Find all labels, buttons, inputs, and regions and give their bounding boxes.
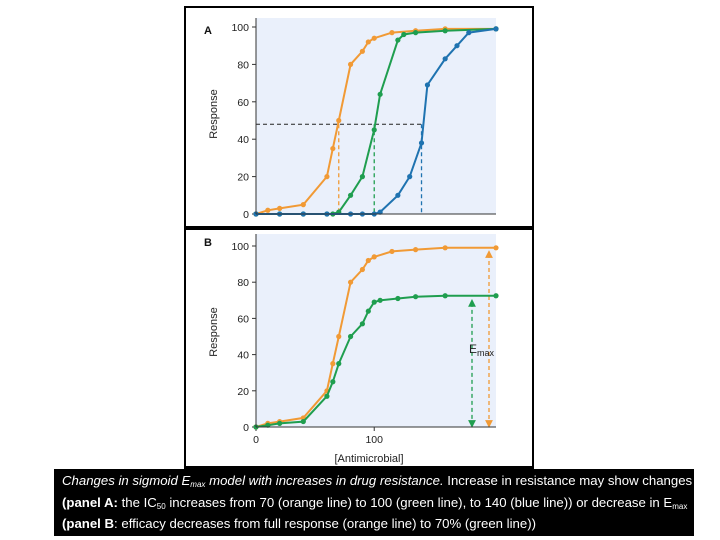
data-point-green [377, 91, 383, 97]
data-point-green [330, 379, 336, 385]
panel-a-label: A [204, 25, 212, 37]
data-point-green [265, 422, 271, 428]
data-point-green [493, 293, 499, 299]
y-tick-label: 20 [237, 386, 249, 398]
y-tick-label: 60 [237, 97, 249, 109]
caption-italic-text: Changes in sigmoid E [62, 473, 191, 488]
data-point-orange [413, 247, 419, 253]
data-point-green [413, 30, 419, 36]
data-point-orange [300, 202, 306, 208]
panel-b-series [253, 245, 499, 430]
data-point-orange [365, 39, 371, 45]
data-point-green [324, 393, 330, 399]
data-point-orange [371, 254, 377, 260]
data-point-blue [418, 140, 425, 146]
data-point-orange [347, 279, 354, 285]
caption-line-3-text: : efficacy decreases from full response … [114, 516, 536, 531]
panel-b-plot-bg [256, 234, 496, 427]
y-tick-label: 40 [237, 134, 249, 146]
y-tick-label: 80 [237, 59, 249, 71]
data-point-green [371, 127, 377, 133]
y-tick-label: 20 [237, 172, 249, 184]
chart: A Response 0 20 40 60 80 100 B Response 0 20 40… [186, 8, 532, 466]
data-point-orange [330, 361, 336, 367]
data-point-green [413, 294, 419, 300]
data-point-blue [377, 209, 383, 215]
data-point-blue [442, 56, 448, 62]
data-point-orange [442, 245, 448, 251]
data-point-green [395, 295, 401, 302]
caption-panel-a-bold: (panel A: [62, 494, 118, 510]
caption-line-2-sub: 50 [156, 501, 166, 511]
data-point-orange [389, 30, 395, 36]
data-point-green [300, 418, 306, 425]
caption-line-1: Changes in sigmoid Emax model with incre… [62, 472, 720, 494]
data-point-green [401, 31, 407, 38]
data-point-orange [336, 333, 342, 340]
data-point-green [359, 174, 366, 180]
data-point-orange [493, 245, 499, 251]
caption-line-1-text: Increase in resistance may show changes … [443, 473, 720, 488]
caption-panel-b-bold: (panel B [62, 516, 115, 531]
data-point-green [395, 37, 401, 43]
data-point-green [377, 297, 383, 303]
data-point-orange [265, 207, 271, 213]
panel-b-y-label: Response [208, 307, 220, 357]
x-tick-label: 0 [253, 434, 259, 446]
data-point-orange [359, 266, 366, 273]
y-tick-label: 100 [231, 241, 249, 253]
caption-line-2-sub2: max [672, 501, 688, 511]
data-point-green [347, 192, 354, 198]
data-point-blue [424, 82, 431, 88]
data-point-orange [389, 248, 395, 255]
x-tick-label: 100 [365, 434, 383, 446]
y-tick-label: 0 [243, 209, 249, 221]
data-point-green [371, 299, 377, 305]
panel-a: A Response 0 20 40 60 80 100 [186, 8, 532, 226]
caption-line-2-text-a: the IC [117, 494, 157, 510]
data-point-blue [493, 26, 499, 32]
caption-line-2: (panel A: the IC50 increases from 70 (or… [62, 494, 694, 516]
panel-b-x-label: [Antimicrobial] [334, 453, 403, 465]
emax-label-sub: max [477, 348, 495, 358]
data-point-orange [365, 257, 371, 264]
data-point-green [442, 293, 448, 299]
data-point-orange [277, 205, 283, 211]
caption-line-2-text-b: increases from 70 (orange line) to 100 (… [165, 494, 673, 510]
data-point-green [442, 28, 448, 34]
caption-line-3: (panel B: efficacy decreases from full r… [62, 515, 694, 533]
figure-caption: Changes in sigmoid Emax model with incre… [54, 469, 720, 536]
data-point-orange [324, 174, 330, 180]
data-point-orange [371, 35, 377, 41]
data-point-blue [466, 30, 472, 36]
y-tick-label: 100 [231, 22, 249, 34]
data-point-orange [330, 145, 336, 152]
y-tick-label: 40 [237, 350, 249, 362]
data-point-orange [359, 48, 366, 54]
data-point-green [277, 420, 283, 426]
caption-italic-sub: max [190, 480, 206, 489]
panel-a-y-label: Response [208, 89, 220, 139]
data-point-blue [454, 43, 460, 49]
panel-b-label: B [204, 237, 212, 249]
series-line-green [255, 294, 496, 428]
data-point-green [365, 308, 371, 314]
data-point-blue [407, 174, 413, 180]
caption-italic: Changes in sigmoid Emax model with incre… [62, 473, 444, 489]
caption-italic-rest: model with increases in drug resistance. [205, 473, 444, 488]
y-tick-label: 60 [237, 313, 249, 325]
panel-a-y-ticks: 0 20 40 60 80 100 [231, 22, 256, 221]
panel-b-y-ticks: 0 20 40 60 80 100 [231, 241, 256, 434]
data-point-green [359, 321, 366, 327]
y-tick-label: 0 [243, 422, 249, 434]
data-point-green [347, 333, 354, 340]
data-point-green [336, 361, 342, 367]
y-tick-label: 80 [237, 277, 249, 289]
data-point-orange [347, 61, 354, 67]
data-point-orange [336, 117, 342, 124]
data-point-blue [395, 192, 401, 198]
